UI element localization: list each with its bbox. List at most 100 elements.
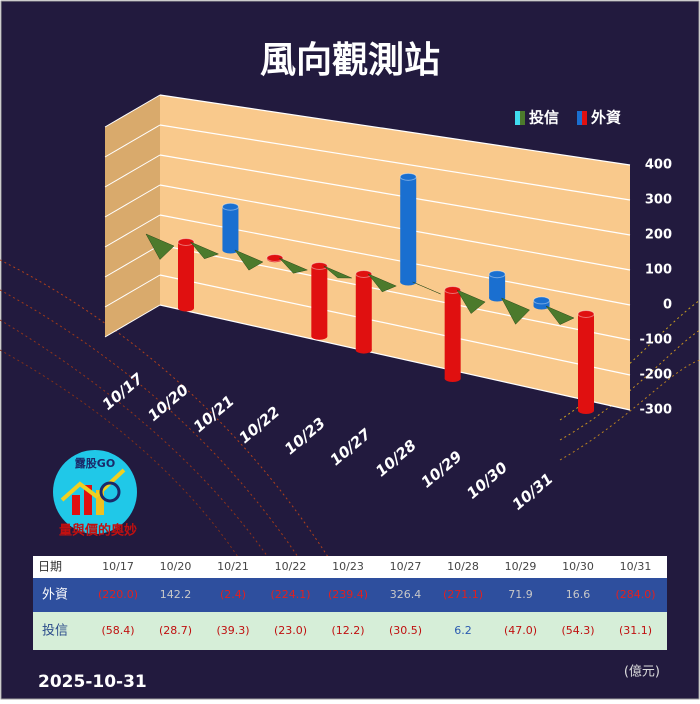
table-value: (23.0) (274, 624, 307, 637)
table-value: (39.3) (216, 624, 249, 637)
cone (145, 233, 175, 260)
cylinder-top (177, 238, 195, 246)
table-value: (284.0) (615, 588, 655, 601)
logo-bar (96, 490, 104, 515)
cylinder-top (310, 262, 328, 270)
cylinder-body (489, 274, 506, 298)
chart-title: 風向觀測站 (260, 40, 440, 81)
grid-line (104, 304, 161, 338)
table-header-row (33, 556, 667, 578)
logo-lens (99, 481, 121, 503)
grid-line (159, 244, 631, 341)
grid-line (104, 214, 161, 248)
cylinder-body (222, 206, 239, 250)
logo: 露股GO 量與價的奧妙 (53, 450, 137, 539)
y-tick-label: -100 (639, 333, 672, 348)
cylinder-body (178, 242, 194, 308)
cylinder-top (355, 270, 373, 278)
cone (323, 265, 352, 279)
table-value: (224.1) (270, 588, 310, 601)
cylinder-body (400, 176, 417, 282)
legend-label: 投信 (529, 109, 559, 127)
table-value: (271.1) (443, 588, 483, 601)
table-value: (58.4) (101, 624, 134, 637)
legend-swatch (577, 111, 582, 125)
grid-line (104, 274, 161, 308)
cone (279, 257, 309, 274)
logo-text: 露股GO (75, 457, 115, 470)
table-row (33, 612, 667, 650)
table-value: (30.5) (389, 624, 422, 637)
cylinder-top (488, 270, 506, 279)
cylinder (577, 310, 595, 415)
cylinder-body (311, 266, 328, 337)
cylinder-top (266, 254, 284, 262)
cylinder (310, 262, 328, 340)
table-value: 6.2 (454, 624, 472, 637)
table-date: 10/20 (160, 560, 192, 573)
grid-line (159, 184, 631, 271)
grid-line (104, 94, 161, 128)
table-date: 10/30 (562, 560, 594, 573)
legend-swatch (520, 111, 525, 125)
logo-bar (72, 495, 80, 515)
legend-swatch (582, 111, 587, 125)
table-value: (220.0) (98, 588, 138, 601)
cone (456, 289, 486, 314)
grid-line (159, 154, 631, 236)
table-row-label: 投信 (42, 623, 68, 639)
y-tick-label: 0 (663, 298, 672, 313)
cylinder-top (399, 172, 417, 181)
grid-line (159, 304, 631, 411)
cylinder (177, 238, 195, 312)
table-value: (28.7) (159, 624, 192, 637)
grid-line (104, 184, 161, 218)
table-value: 71.9 (508, 588, 533, 601)
cylinder-top (577, 310, 595, 318)
cylinder-body (578, 314, 594, 411)
y-tick-label: 400 (645, 158, 672, 173)
table-date: 10/28 (447, 560, 479, 573)
unit: (億元) (624, 664, 660, 680)
logo-caption: 量與價的奧妙 (59, 523, 137, 539)
cone (412, 281, 441, 295)
table-date: 10/27 (390, 560, 422, 573)
logo-bar (84, 485, 92, 515)
table-date: 10/31 (620, 560, 652, 573)
cylinder (221, 202, 239, 254)
side-wall (105, 95, 160, 337)
cone (368, 273, 397, 293)
cone (500, 297, 530, 325)
cylinder-top (221, 202, 239, 211)
grid-line (104, 154, 161, 188)
cylinder-top (533, 296, 551, 305)
table-value: (239.4) (328, 588, 368, 601)
table-row-label: 外資 (42, 588, 68, 603)
table-date: 10/17 (102, 560, 134, 573)
table-value: 16.6 (566, 588, 591, 601)
legend-swatch (515, 111, 520, 125)
y-tick-label: 200 (645, 228, 672, 243)
cylinder (355, 270, 373, 354)
table-header: 日期 (38, 560, 62, 574)
table-value: (2.4) (220, 588, 246, 601)
y-tick-label: 300 (645, 193, 672, 208)
y-tick-label: 100 (645, 263, 672, 278)
table-date: 10/23 (332, 560, 364, 573)
y-tick-label: -300 (639, 403, 672, 418)
cone (545, 305, 575, 325)
table-date: 10/22 (275, 560, 307, 573)
grid-line (159, 124, 631, 201)
cylinder (266, 254, 284, 263)
cylinder (399, 172, 417, 286)
grid-line (159, 274, 631, 376)
cylinder (444, 286, 462, 383)
table-value: (31.1) (619, 624, 652, 637)
cone (190, 241, 220, 260)
table-value: 326.4 (390, 588, 422, 601)
table-date: 10/21 (217, 560, 249, 573)
grid-line (104, 124, 161, 158)
table-row (33, 578, 667, 612)
cylinder (533, 296, 551, 310)
